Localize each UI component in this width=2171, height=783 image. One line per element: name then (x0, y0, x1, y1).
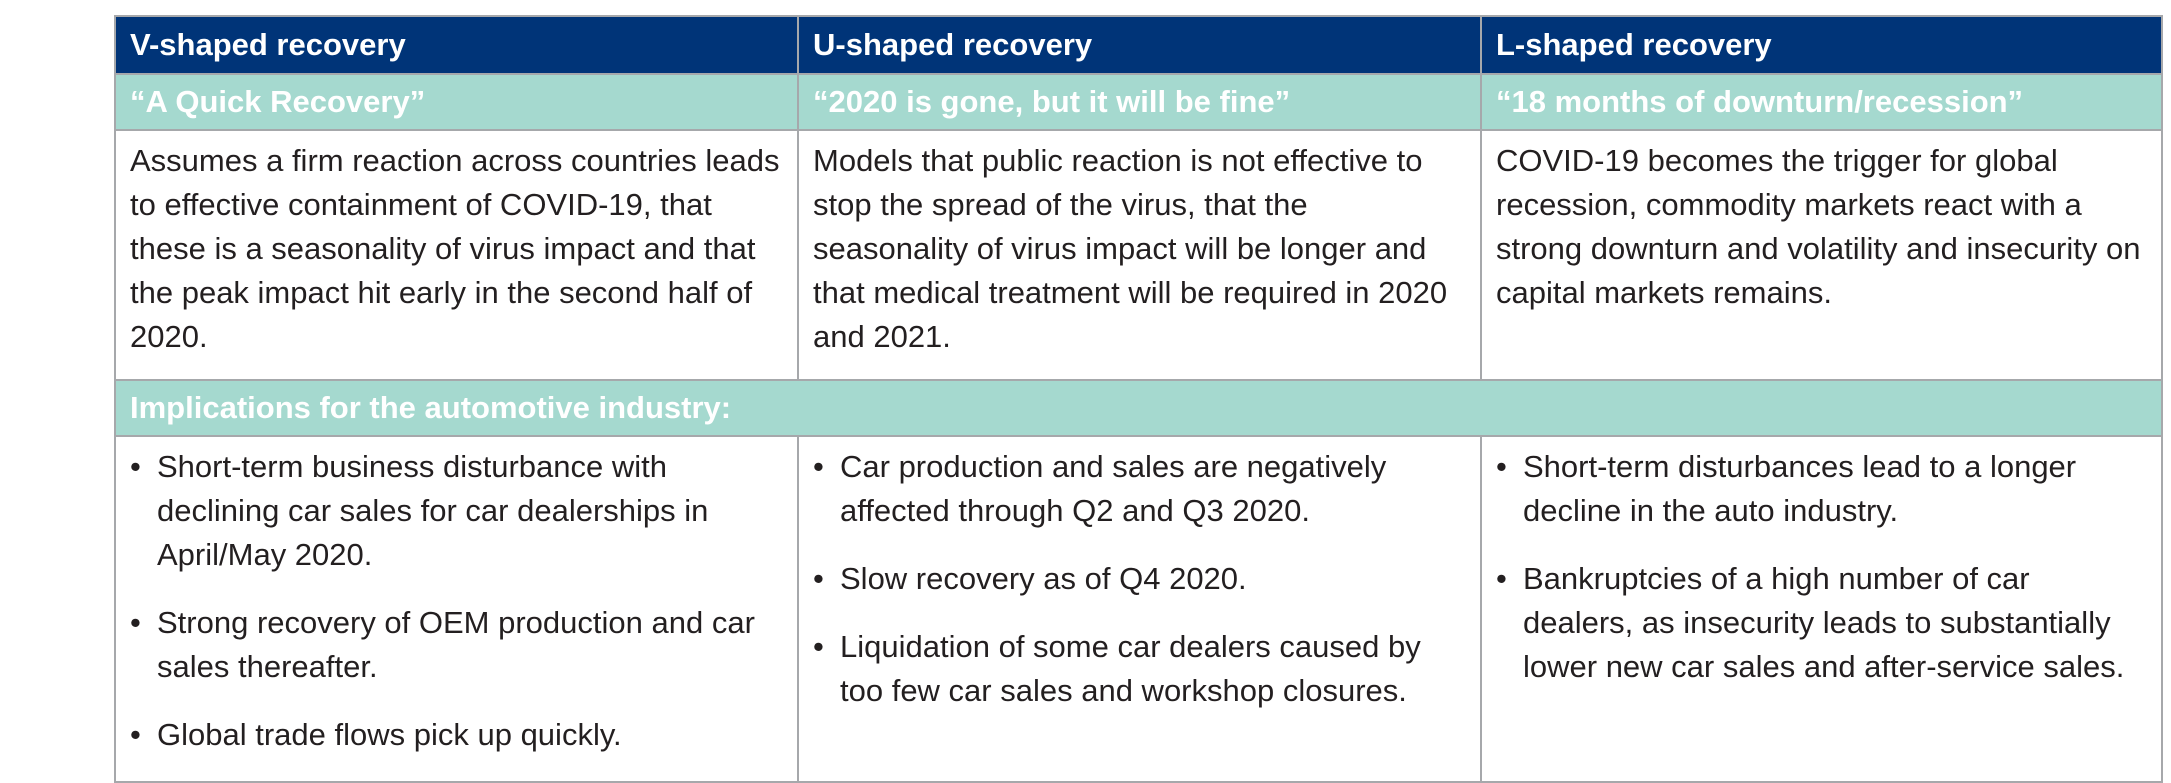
bullet-icon: • (1496, 449, 1507, 484)
list-item: • Short-term business disturbance with de… (130, 445, 783, 577)
bullet-text: Car production and sales are negatively … (840, 449, 1387, 528)
description-u-shaped: Models that public reaction is not effec… (797, 129, 1482, 381)
quote-u-shaped: “2020 is gone, but it will be fine” (797, 73, 1482, 131)
list-item: • Car production and sales are negatively… (813, 445, 1466, 533)
bullet-icon: • (813, 449, 824, 484)
bullets-v-shaped: • Short-term business disturbance with de… (114, 435, 799, 783)
bullets-row: • Short-term business disturbance with de… (114, 435, 2163, 783)
bullet-icon: • (813, 629, 824, 664)
bullet-text: Bankruptcies of a high number of car dea… (1523, 561, 2125, 684)
list-item: • Global trade flows pick up quickly. (130, 713, 783, 757)
quote-v-shaped: “A Quick Recovery” (114, 73, 799, 131)
header-l-shaped: L-shaped recovery (1480, 15, 2163, 75)
header-u-shaped: U-shaped recovery (797, 15, 1482, 75)
list-item: • Short-term disturbances lead to a longe… (1496, 445, 2147, 533)
bullet-text: Slow recovery as of Q4 2020. (840, 561, 1247, 596)
description-v-shaped: Assumes a firm reaction across countries… (114, 129, 799, 381)
list-item: • Slow recovery as of Q4 2020. (813, 557, 1466, 601)
bullet-icon: • (130, 449, 141, 484)
bullet-text: Short-term business disturbance with dec… (157, 449, 709, 572)
header-v-shaped: V-shaped recovery (114, 15, 799, 75)
header-row: V-shaped recovery U-shaped recovery L-sh… (114, 15, 2163, 75)
bullet-icon: • (813, 561, 824, 596)
implications-row: Implications for the automotive industry… (114, 379, 2163, 437)
quote-row: “A Quick Recovery” “2020 is gone, but it… (114, 73, 2163, 131)
bullet-text: Global trade flows pick up quickly. (157, 717, 622, 752)
description-row: Assumes a firm reaction across countries… (114, 129, 2163, 381)
bullet-text: Liquidation of some car dealers caused b… (840, 629, 1421, 708)
bullets-l-shaped: • Short-term disturbances lead to a longe… (1480, 435, 2163, 783)
bullet-text: Strong recovery of OEM production and ca… (157, 605, 755, 684)
list-item: • Strong recovery of OEM production and c… (130, 601, 783, 689)
bullets-u-shaped: • Car production and sales are negatively… (797, 435, 1482, 783)
bullet-icon: • (1496, 561, 1507, 596)
recovery-scenarios-table: V-shaped recovery U-shaped recovery L-sh… (114, 15, 2163, 783)
bullet-icon: • (130, 605, 141, 640)
implications-heading: Implications for the automotive industry… (114, 379, 2163, 437)
list-item: • Liquidation of some car dealers caused … (813, 625, 1466, 713)
quote-l-shaped: “18 months of downturn/recession” (1480, 73, 2163, 131)
list-item: • Bankruptcies of a high number of car de… (1496, 557, 2147, 689)
bullet-text: Short-term disturbances lead to a longer… (1523, 449, 2077, 528)
bullet-icon: • (130, 717, 141, 752)
description-l-shaped: COVID-19 becomes the trigger for global … (1480, 129, 2163, 381)
